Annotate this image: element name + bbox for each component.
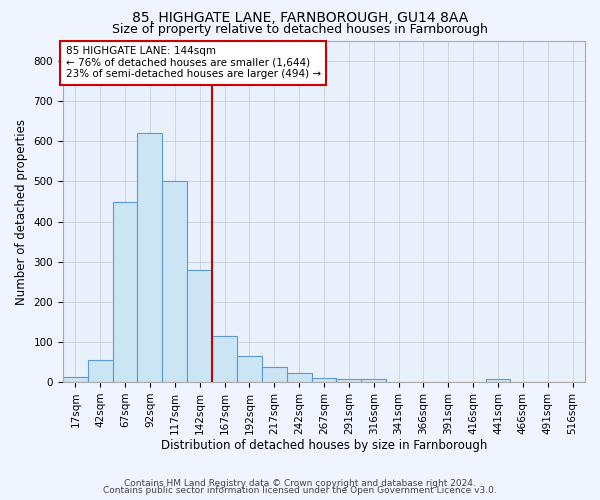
Bar — [163, 182, 187, 382]
Y-axis label: Number of detached properties: Number of detached properties — [15, 118, 28, 304]
Bar — [237, 356, 262, 382]
Bar — [63, 378, 88, 382]
Bar — [137, 134, 163, 382]
Text: 85, HIGHGATE LANE, FARNBOROUGH, GU14 8AA: 85, HIGHGATE LANE, FARNBOROUGH, GU14 8AA — [132, 11, 468, 25]
Bar — [212, 336, 237, 382]
Text: Contains HM Land Registry data © Crown copyright and database right 2024.: Contains HM Land Registry data © Crown c… — [124, 478, 476, 488]
Bar — [361, 379, 386, 382]
Text: Size of property relative to detached houses in Farnborough: Size of property relative to detached ho… — [112, 22, 488, 36]
X-axis label: Distribution of detached houses by size in Farnborough: Distribution of detached houses by size … — [161, 440, 487, 452]
Bar — [88, 360, 113, 382]
Bar — [337, 379, 361, 382]
Bar — [311, 378, 337, 382]
Text: Contains public sector information licensed under the Open Government Licence v3: Contains public sector information licen… — [103, 486, 497, 495]
Bar — [113, 202, 137, 382]
Bar — [187, 270, 212, 382]
Text: 85 HIGHGATE LANE: 144sqm
← 76% of detached houses are smaller (1,644)
23% of sem: 85 HIGHGATE LANE: 144sqm ← 76% of detach… — [65, 46, 320, 80]
Bar — [287, 374, 311, 382]
Bar — [485, 379, 511, 382]
Bar — [262, 367, 287, 382]
